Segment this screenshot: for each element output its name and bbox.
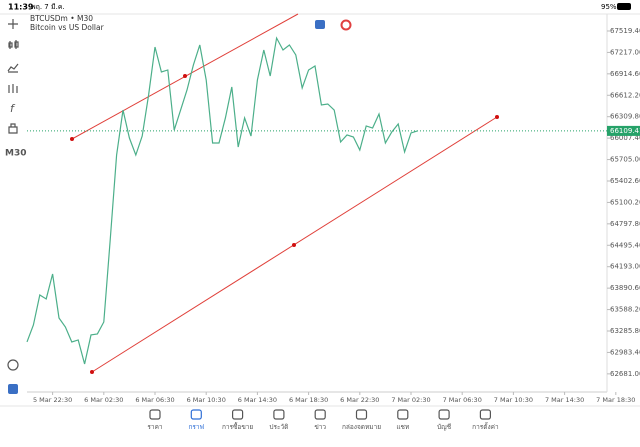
chart-title: BTCUSDm • M30 <box>30 14 93 23</box>
timeframe-button[interactable]: M30 <box>5 149 26 159</box>
y-tick-label: 62983.40 <box>610 348 640 356</box>
x-tick-label: 7 Mar 14:30 <box>545 396 584 404</box>
nav-icon[interactable] <box>190 409 202 420</box>
x-tick-label: 7 Mar 06:30 <box>443 396 482 404</box>
y-tick-label: 66007.40 <box>610 134 640 142</box>
clock-tool[interactable] <box>7 359 19 371</box>
y-tick-label: 64797.80 <box>610 220 640 228</box>
nav-label[interactable]: การซื้อขาย <box>222 422 253 431</box>
nav-icon[interactable] <box>314 409 326 420</box>
left-toolbar: f M30 <box>5 19 26 394</box>
trend-point[interactable] <box>70 137 74 141</box>
y-tick-label: 66612.20 <box>610 91 640 99</box>
nav-label[interactable]: การตั้งค่า <box>472 422 499 431</box>
y-tick-label: 64193.00 <box>610 263 640 271</box>
x-tick-label: 6 Mar 22:30 <box>340 396 379 404</box>
function-tool-icon[interactable]: f <box>10 102 16 115</box>
nav-icon[interactable] <box>479 409 491 420</box>
nav-label[interactable]: กล่องจดหมาย <box>342 423 381 431</box>
nav-label[interactable]: กราฟ <box>188 423 204 431</box>
y-tick-label: 66914.60 <box>610 70 640 78</box>
nav-icon[interactable] <box>355 409 368 420</box>
status-time: 11:39 <box>8 3 34 12</box>
x-tick-label: 7 Mar 18:30 <box>596 396 635 404</box>
nav-label[interactable]: บัญชี <box>437 423 452 431</box>
trend-point[interactable] <box>495 115 499 119</box>
nav-label[interactable]: ราคา <box>147 423 162 431</box>
x-tick-label: 6 Mar 14:30 <box>238 396 277 404</box>
trade-tool[interactable] <box>8 384 18 394</box>
chart-type-tool[interactable] <box>8 40 19 49</box>
x-tick-label: 6 Mar 02:30 <box>84 396 123 404</box>
indicators-tool[interactable] <box>7 63 19 73</box>
x-tick-label: 6 Mar 06:30 <box>135 396 174 404</box>
y-tick-label: 65402.60 <box>610 177 640 185</box>
y-tick-label: 65705.00 <box>610 156 640 164</box>
status-date: พฤ. 7 มี.ค. <box>31 3 65 11</box>
y-tick-label: 63285.80 <box>610 327 640 335</box>
x-tick-label: 7 Mar 10:30 <box>494 396 533 404</box>
y-tick-label: 66309.80 <box>610 113 640 121</box>
y-tick-label: 63890.60 <box>610 284 640 292</box>
x-tick-label: 7 Mar 02:30 <box>391 396 430 404</box>
sell-button[interactable] <box>340 19 352 31</box>
nav-icon[interactable] <box>149 409 161 420</box>
battery-icon <box>617 3 631 10</box>
y-tick-label: 67519.40 <box>610 27 640 35</box>
y-tick-label: 63588.20 <box>610 306 640 314</box>
nav-icon[interactable] <box>438 409 450 420</box>
status-battery: 95% <box>601 3 617 11</box>
current-price-box <box>607 125 640 136</box>
nav-icon[interactable] <box>273 409 285 420</box>
chart-subtitle: Bitcoin vs US Dollar <box>30 23 105 32</box>
nav-icon[interactable] <box>397 409 409 420</box>
crosshair-tool[interactable] <box>8 19 18 29</box>
trend-point[interactable] <box>90 370 94 374</box>
price-line <box>26 36 418 365</box>
x-tick-label: 5 Mar 22:30 <box>33 396 72 404</box>
trend-point[interactable] <box>292 243 296 247</box>
buy-button[interactable] <box>315 20 325 29</box>
y-tick-label: 67217.00 <box>610 48 640 56</box>
current-price-label: 66109.41 <box>610 127 640 135</box>
y-tick-label: 64495.40 <box>610 241 640 249</box>
x-tick-label: 6 Mar 10:30 <box>187 396 226 404</box>
y-tick-label: 62681.00 <box>610 370 640 378</box>
nav-icon[interactable] <box>232 409 244 420</box>
nav-label[interactable]: แชท <box>396 423 409 431</box>
y-tick-label: 65100.20 <box>610 198 640 206</box>
trend-lines <box>70 13 499 374</box>
nav-label[interactable]: ประวัติ <box>269 423 288 431</box>
x-tick-label: 6 Mar 18:30 <box>289 396 328 404</box>
trend-point[interactable] <box>183 74 187 78</box>
objects-tool[interactable] <box>8 84 18 93</box>
shapes-tool[interactable] <box>8 123 18 134</box>
nav-label[interactable]: ข่าว <box>314 423 326 431</box>
